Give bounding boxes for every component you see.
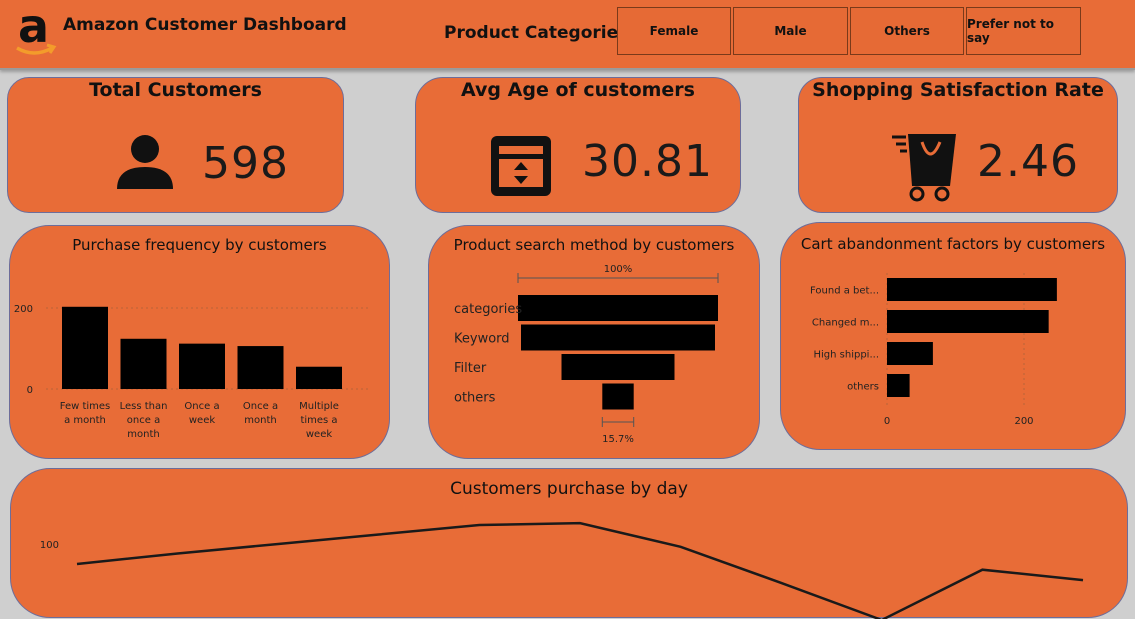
category-label: Keyword <box>454 332 510 347</box>
x-tick-label: Few times a month <box>60 401 111 426</box>
y-tick-label: Changed m... <box>812 318 879 329</box>
purchase-frequency-card: Purchase frequency by customers 200 0 Few … <box>9 225 390 459</box>
avg-age-card: Avg Age of customers 30.81 <box>415 77 741 213</box>
cart-abandonment-card: Cart abandonment factors by customers 0 2… <box>780 222 1126 450</box>
y-tick-label: others <box>847 382 879 393</box>
funnel-bar <box>518 295 718 321</box>
funnel-bar <box>521 324 715 351</box>
bar <box>179 343 225 389</box>
product-search-title: Product search method by customers <box>453 236 735 254</box>
person-icon <box>117 135 173 189</box>
filter-prefer-not-to-say-button[interactable]: Prefer not to say <box>966 7 1081 55</box>
x-tick-label: 200 <box>1014 416 1033 427</box>
purchase-by-day-card: Customers purchase by day 100 <box>10 468 1128 619</box>
bar <box>887 278 1057 301</box>
shopping-cart-icon <box>892 134 956 202</box>
product-categories-label: Product Categories <box>444 23 629 43</box>
total-customers-value: 598 <box>202 138 289 189</box>
y-tick-label: 200 <box>14 304 33 315</box>
avg-age-value: 30.81 <box>582 136 713 187</box>
purchase-by-day-title: Customers purchase by day <box>450 479 688 499</box>
purchase-frequency-title: Purchase frequency by customers <box>72 236 327 254</box>
logo-letter: a <box>18 4 49 53</box>
x-tick-label: Multiple times a week <box>299 401 339 440</box>
bar <box>887 342 933 365</box>
y-tick-label: 100 <box>40 540 59 551</box>
app-title: Amazon Customer Dashboard <box>63 15 347 35</box>
total-customers-card: Total Customers 598 <box>7 77 344 213</box>
purchase-frequency-chart: 200 0 Few times a month Less than once a month… <box>14 304 370 440</box>
purchase-by-day-chart: 100 <box>40 521 1084 619</box>
satisfaction-title: Shopping Satisfaction Rate <box>812 79 1104 101</box>
total-customers-title: Total Customers <box>89 79 262 101</box>
calendar-icon <box>491 136 551 196</box>
funnel-bottom-label: 15.7% <box>602 434 634 445</box>
product-search-card: Product search method by customers 100% c… <box>428 225 760 459</box>
top-bar: a Amazon Customer Dashboard Product Cate… <box>0 0 1135 70</box>
cart-abandonment-title: Cart abandonment factors by customers <box>800 235 1106 253</box>
bar <box>237 346 284 389</box>
product-search-chart: 100% categories Keyword Filter others 15.7% <box>454 264 719 445</box>
bar <box>887 310 1049 333</box>
x-tick-label: Once a month <box>243 401 278 426</box>
funnel-top-label: 100% <box>604 264 633 275</box>
funnel-bar <box>561 354 675 380</box>
series-line <box>76 521 1084 619</box>
category-label: categories <box>454 302 522 317</box>
funnel-bar <box>602 383 634 410</box>
avg-age-title: Avg Age of customers <box>461 79 695 101</box>
y-tick-label: 0 <box>27 385 33 396</box>
bar <box>887 374 910 397</box>
category-label: Filter <box>454 361 487 376</box>
cart-abandonment-chart: 0 200 Found a bet... Changed m... High shipp… <box>810 273 1057 427</box>
y-tick-label: Found a bet... <box>810 286 879 297</box>
y-tick-label: High shippi... <box>814 350 880 361</box>
category-label: others <box>454 391 496 406</box>
x-tick-label: Once a week <box>184 401 219 426</box>
x-tick-label: Less than once a month <box>120 401 168 440</box>
satisfaction-card: Shopping Satisfaction Rate 2.46 <box>798 77 1118 213</box>
amazon-logo: a <box>16 4 57 55</box>
bar <box>120 338 167 389</box>
satisfaction-value: 2.46 <box>977 136 1079 187</box>
bar <box>296 366 342 389</box>
filter-female-button[interactable]: Female <box>617 7 731 55</box>
filter-male-button[interactable]: Male <box>733 7 848 55</box>
filter-others-button[interactable]: Others <box>850 7 964 55</box>
x-tick-label: 0 <box>884 416 890 427</box>
bar <box>62 306 108 389</box>
